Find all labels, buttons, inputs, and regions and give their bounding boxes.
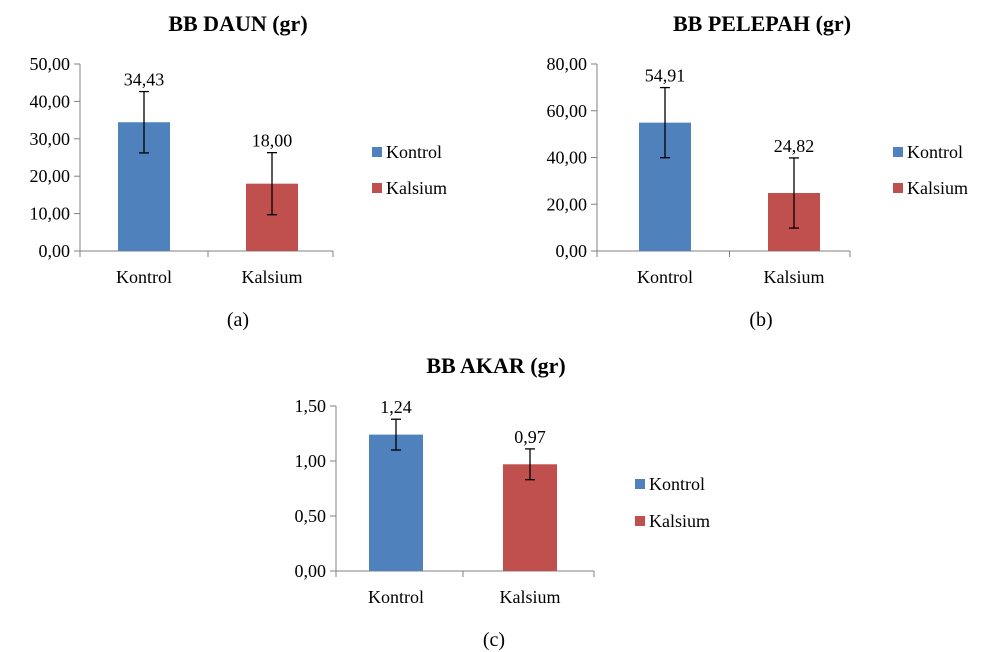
y-tick-label: 80,00 xyxy=(547,54,588,74)
legend-label: Kalsium xyxy=(386,178,447,198)
x-tick-label: Kalsium xyxy=(500,587,561,607)
x-tick-label: Kalsium xyxy=(242,267,303,287)
y-tick-label: 20,00 xyxy=(547,194,588,214)
y-tick-label: 0,50 xyxy=(295,506,327,526)
chart-title: BB DAUN (gr) xyxy=(168,11,307,36)
legend-swatch-kontrol xyxy=(893,147,903,157)
y-tick-label: 40,00 xyxy=(30,91,71,111)
y-tick-label: 0,00 xyxy=(556,241,588,261)
x-tick-label: Kontrol xyxy=(116,267,172,287)
legend-label: Kontrol xyxy=(907,142,963,162)
legend-swatch-kalsium xyxy=(635,516,645,526)
legend-swatch-kalsium xyxy=(893,183,903,193)
legend-swatch-kontrol xyxy=(635,479,645,489)
chart-bb-akar: BB AKAR (gr) 0,00 0,50 1,00 1,50 1,24 Kontrol 0… xyxy=(295,353,711,651)
y-tick-label: 20,00 xyxy=(30,166,71,186)
legend-label: Kontrol xyxy=(386,142,442,162)
legend-label: Kontrol xyxy=(649,474,705,494)
legend-label: Kalsium xyxy=(907,178,968,198)
chart-bb-daun: BB DAUN (gr) 0,00 10,00 20,00 30,00 40,00 50,0… xyxy=(30,11,448,331)
y-tick-label: 30,00 xyxy=(30,129,71,149)
y-tick-label: 0,00 xyxy=(39,241,71,261)
y-tick-label: 0,00 xyxy=(295,561,327,581)
bar-kalsium xyxy=(503,464,557,571)
data-label: 0,97 xyxy=(514,427,546,447)
panel-label: (a) xyxy=(227,309,249,331)
data-label: 1,24 xyxy=(380,397,412,417)
chart-title: BB AKAR (gr) xyxy=(426,353,565,378)
data-label: 18,00 xyxy=(252,131,293,151)
data-label: 34,43 xyxy=(124,70,165,90)
y-tick-label: 1,00 xyxy=(295,451,327,471)
y-tick-label: 60,00 xyxy=(547,101,588,121)
x-tick-label: Kontrol xyxy=(368,587,424,607)
y-tick-label: 40,00 xyxy=(547,148,588,168)
chart-title: BB PELEPAH (gr) xyxy=(673,11,851,36)
y-tick-label: 10,00 xyxy=(30,204,71,224)
chart-bb-pelepah: BB PELEPAH (gr) 0,00 20,00 40,00 60,00 80,00 5… xyxy=(547,11,969,331)
panel-label: (c) xyxy=(483,629,505,651)
x-tick-label: Kalsium xyxy=(764,267,825,287)
y-tick-label: 50,00 xyxy=(30,54,71,74)
bar-kontrol xyxy=(369,434,423,571)
data-label: 24,82 xyxy=(774,136,815,156)
legend-swatch-kalsium xyxy=(372,183,382,193)
legend-swatch-kontrol xyxy=(372,147,382,157)
y-tick-label: 1,50 xyxy=(295,396,327,416)
x-tick-label: Kontrol xyxy=(637,267,693,287)
legend-label: Kalsium xyxy=(649,511,710,531)
panel-label: (b) xyxy=(749,309,772,331)
data-label: 54,91 xyxy=(645,66,686,86)
